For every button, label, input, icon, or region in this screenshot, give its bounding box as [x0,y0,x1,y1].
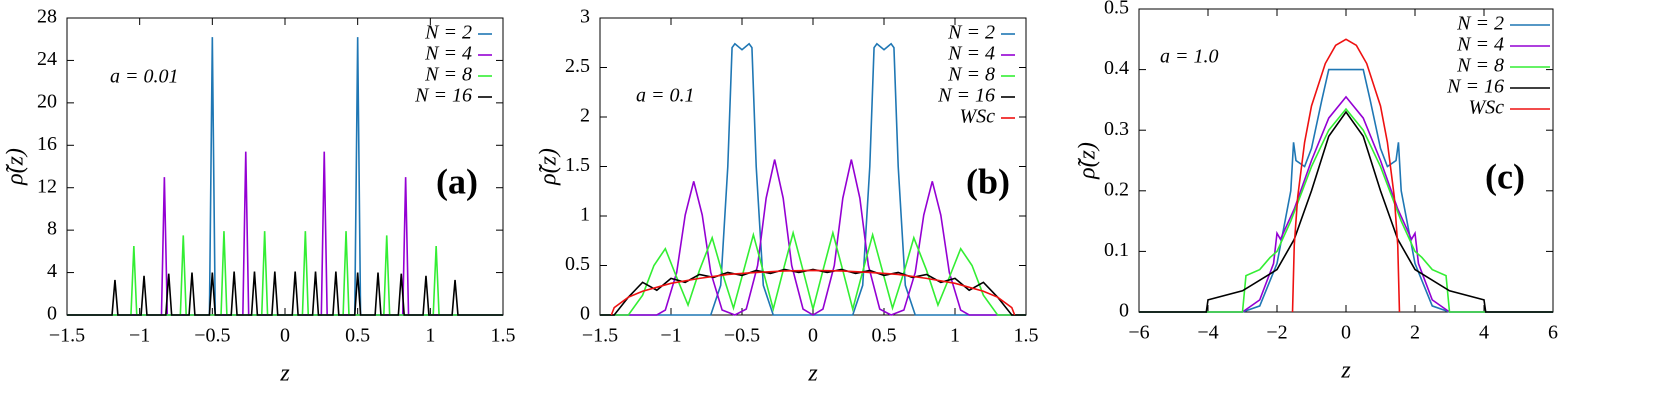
data-line [1139,95,1553,313]
legend-label: N = 16 [1446,76,1504,98]
annotation: a = 0.1 [636,85,695,107]
y-tick-label: 0.1 [1104,239,1129,261]
data-line [600,159,1026,316]
y-axis-label: ρ̃(z) [1075,142,1101,180]
x-tick-label: −1 [660,325,681,347]
y-tick-label: 0 [1119,300,1129,322]
x-tick-label: 0 [1341,322,1351,344]
x-tick-label: 2 [1410,322,1420,344]
legend-label: N = 4 [1456,34,1504,56]
legend-label: N = 2 [424,22,472,44]
legend-label: N = 8 [947,64,995,86]
legend-label: N = 16 [414,85,472,107]
x-tick-label: 4 [1479,322,1489,344]
y-tick-label: 0.3 [1104,118,1129,140]
y-tick-label: 0 [580,303,590,325]
x-tick-label: 0 [808,325,818,347]
y-tick-label: 12 [37,175,57,197]
x-tick-label: 1 [425,325,435,347]
y-tick-label: 8 [47,218,57,240]
y-tick-label: 0.5 [1104,0,1129,19]
x-tick-label: −0.5 [194,325,230,347]
data-line [1139,68,1553,313]
legend-label: N = 2 [947,22,995,44]
annotation: a = 0.01 [110,66,179,88]
legend-label: N = 8 [424,64,472,86]
y-tick-label: 1.5 [565,154,590,176]
x-axis-label: z [1340,358,1351,384]
x-tick-label: −1.5 [49,325,85,347]
data-line [610,269,1016,316]
legend-label: N = 16 [937,85,995,107]
y-tick-label: 3 [580,6,590,28]
panel-label: (c) [1485,156,1525,196]
legend-label: WSc [959,106,995,128]
y-tick-label: 0 [47,303,57,325]
legend-label: N = 8 [1456,55,1504,77]
x-tick-label: 1 [950,325,960,347]
legend-label: N = 4 [424,43,472,65]
x-tick-label: −1.5 [582,325,618,347]
y-tick-label: 2 [580,105,590,127]
y-tick-label: 1 [580,204,590,226]
y-tick-label: 24 [37,48,57,70]
x-tick-label: 1.5 [1014,325,1039,347]
y-tick-label: 28 [37,6,57,28]
data-line [1291,38,1401,313]
y-tick-label: 20 [37,90,57,112]
data-line [600,268,1026,316]
y-tick-label: 16 [37,133,57,155]
data-line [1139,107,1553,313]
panel-label: (b) [966,161,1010,201]
y-axis-label: ρ̃(z) [3,148,29,186]
x-tick-label: 6 [1548,322,1558,344]
y-tick-label: 0.5 [565,253,590,275]
data-line [600,229,1026,316]
x-tick-label: 0.5 [345,325,370,347]
x-tick-label: −6 [1128,322,1149,344]
y-tick-label: 2.5 [565,55,590,77]
legend-label: N = 2 [1456,13,1504,35]
x-tick-label: −4 [1197,322,1218,344]
legend-label: N = 4 [947,43,995,65]
legend-label: WSc [1468,97,1504,119]
x-axis-label: z [279,361,290,387]
panel-label: (a) [436,161,478,201]
x-tick-label: −2 [1266,322,1287,344]
x-tick-label: 0.5 [872,325,897,347]
data-line [1139,110,1553,313]
x-tick-label: −0.5 [724,325,760,347]
annotation: a = 1.0 [1160,46,1219,68]
x-tick-label: 0 [280,325,290,347]
data-line [67,231,503,316]
data-line [67,271,503,316]
x-axis-label: z [807,361,818,387]
y-tick-label: 4 [47,260,57,282]
x-tick-label: 1.5 [491,325,516,347]
y-axis-label: ρ̃(z) [536,148,562,186]
y-tick-label: 0.2 [1104,178,1129,200]
x-tick-label: −1 [129,325,150,347]
y-tick-label: 0.4 [1104,57,1129,79]
